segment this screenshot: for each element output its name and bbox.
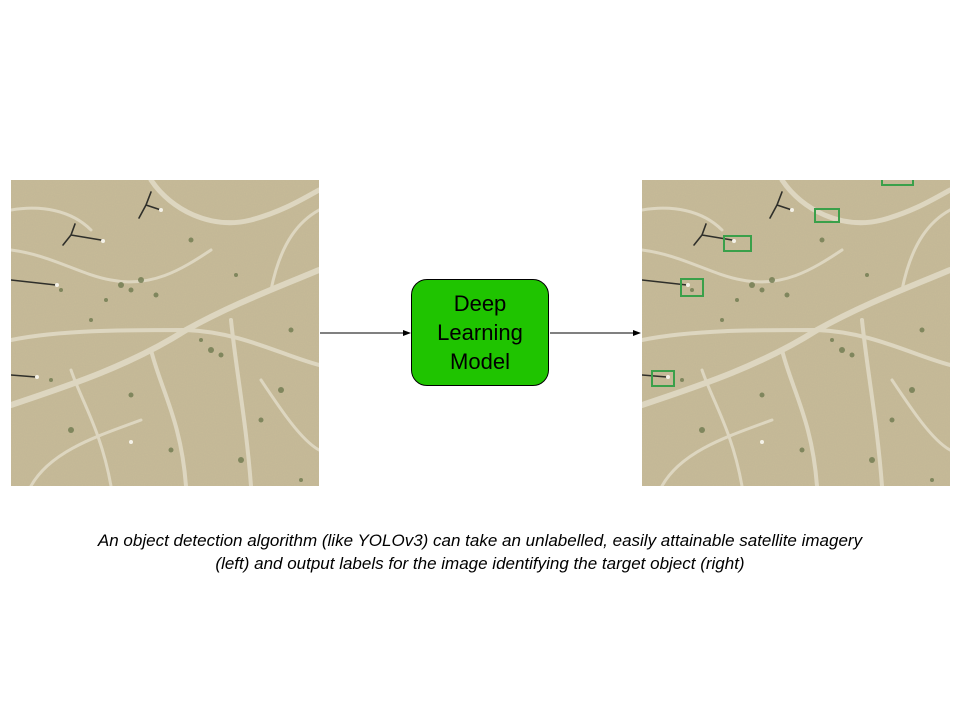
detection-box	[723, 235, 752, 252]
detection-box	[881, 180, 914, 186]
detection-box	[680, 278, 704, 297]
detection-box	[814, 208, 840, 223]
deep-learning-model-box: Deep Learning Model	[411, 279, 549, 386]
model-label: Deep Learning Model	[437, 291, 523, 374]
figure-caption: An object detection algorithm (like YOLO…	[97, 531, 863, 573]
detection-box	[651, 370, 675, 387]
satellite-image-input	[11, 180, 319, 486]
satellite-image-output	[642, 180, 950, 486]
